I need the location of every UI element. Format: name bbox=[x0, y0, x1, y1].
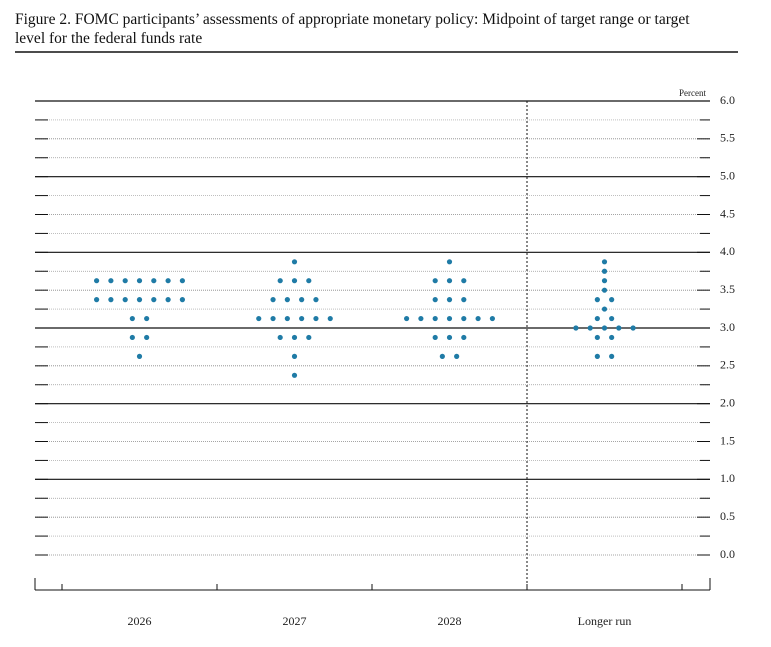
dot bbox=[284, 315, 290, 322]
y-tick-label: 4.0 bbox=[720, 244, 735, 258]
dot bbox=[609, 334, 615, 341]
dot bbox=[277, 334, 283, 341]
dot bbox=[418, 315, 424, 322]
y-unit-label: Percent bbox=[679, 88, 706, 98]
y-tick-label: 4.5 bbox=[720, 206, 735, 220]
dot bbox=[461, 297, 467, 303]
y-tick-label: 0.5 bbox=[720, 509, 735, 523]
dot bbox=[446, 334, 453, 341]
dot bbox=[454, 353, 460, 359]
dot bbox=[136, 353, 143, 359]
dot bbox=[461, 278, 467, 284]
y-tick-label: 5.0 bbox=[720, 168, 735, 182]
dot bbox=[601, 278, 608, 284]
dot bbox=[291, 259, 298, 265]
x-tick-label: 2026 bbox=[128, 614, 152, 628]
y-tick-label: 2.0 bbox=[720, 395, 735, 409]
dot bbox=[601, 259, 608, 265]
y-tick-label: 5.5 bbox=[720, 131, 735, 145]
y-tick-label: 1.0 bbox=[720, 471, 735, 485]
dot bbox=[291, 334, 298, 341]
dot bbox=[587, 325, 593, 331]
dot bbox=[129, 315, 135, 322]
dot bbox=[446, 297, 453, 303]
dot bbox=[306, 334, 312, 341]
dot bbox=[179, 297, 185, 303]
dot bbox=[475, 315, 481, 322]
dot bbox=[270, 315, 276, 322]
dot bbox=[609, 297, 615, 303]
dot bbox=[446, 278, 453, 284]
dot bbox=[151, 278, 157, 284]
dot bbox=[179, 278, 185, 284]
x-tick-label: 2027 bbox=[283, 614, 307, 628]
dot bbox=[489, 315, 495, 322]
dot bbox=[609, 353, 615, 359]
dot bbox=[432, 334, 438, 341]
dot bbox=[108, 278, 114, 284]
dot bbox=[291, 372, 298, 378]
dot bbox=[601, 306, 608, 312]
y-tick-label: 0.0 bbox=[720, 547, 735, 561]
dot bbox=[432, 278, 438, 284]
dot bbox=[446, 259, 453, 265]
dot bbox=[461, 315, 467, 322]
dot bbox=[594, 315, 600, 322]
dot bbox=[609, 315, 615, 322]
y-tick-label: 1.5 bbox=[720, 433, 735, 447]
y-tick-label: 3.5 bbox=[720, 282, 735, 296]
dot bbox=[165, 278, 171, 284]
dot bbox=[256, 315, 262, 322]
dot bbox=[270, 297, 276, 303]
dot bbox=[306, 278, 312, 284]
dot bbox=[616, 325, 622, 331]
dot bbox=[601, 325, 608, 331]
y-tick-label: 3.0 bbox=[720, 320, 735, 334]
dot bbox=[144, 315, 150, 322]
dot bbox=[327, 315, 333, 322]
dot bbox=[594, 353, 600, 359]
dot bbox=[94, 297, 100, 303]
dot bbox=[299, 315, 305, 322]
dot bbox=[136, 278, 143, 284]
dot bbox=[601, 268, 608, 274]
dot bbox=[601, 287, 608, 293]
dot bbox=[594, 297, 600, 303]
dot bbox=[277, 278, 283, 284]
dot bbox=[404, 315, 410, 322]
dot bbox=[594, 334, 600, 341]
x-tick-label: 2028 bbox=[438, 614, 462, 628]
x-tick-label: Longer run bbox=[578, 614, 632, 628]
dot bbox=[299, 297, 305, 303]
y-tick-label: 2.5 bbox=[720, 358, 735, 372]
dot bbox=[122, 278, 128, 284]
dot bbox=[151, 297, 157, 303]
dot bbox=[136, 297, 143, 303]
dot bbox=[122, 297, 128, 303]
dot bbox=[573, 325, 579, 331]
dot bbox=[432, 297, 438, 303]
dot bbox=[439, 353, 445, 359]
chart-title: Figure 2. FOMC participants’ assessments… bbox=[15, 11, 690, 47]
dot bbox=[291, 353, 298, 359]
dot bbox=[630, 325, 636, 331]
dot bbox=[284, 297, 290, 303]
dot bbox=[291, 278, 298, 284]
y-tick-label: 6.0 bbox=[720, 93, 735, 107]
dot bbox=[108, 297, 114, 303]
dot bbox=[165, 297, 171, 303]
dot bbox=[446, 315, 453, 322]
dot bbox=[461, 334, 467, 341]
dot bbox=[94, 278, 100, 284]
dot bbox=[432, 315, 438, 322]
dot bbox=[313, 315, 319, 322]
dot bbox=[129, 334, 135, 341]
dot bbox=[144, 334, 150, 341]
dot bbox=[313, 297, 319, 303]
